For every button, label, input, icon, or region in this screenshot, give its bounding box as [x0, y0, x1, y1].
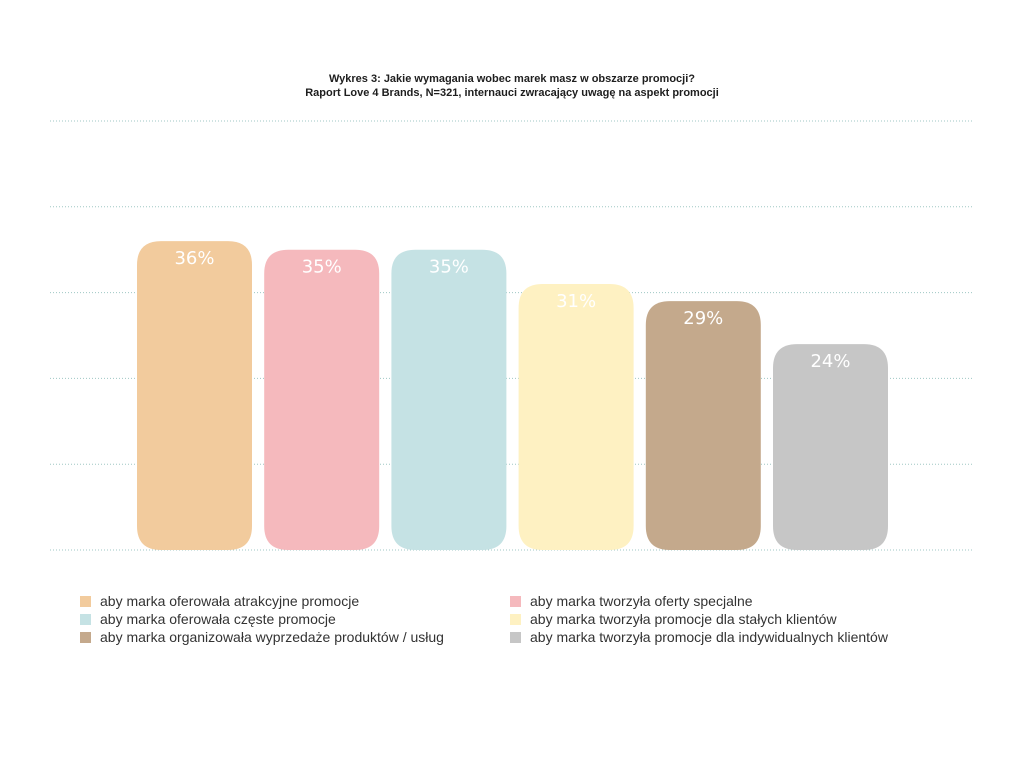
- bar-value-label: 36%: [174, 248, 214, 269]
- legend-item: aby marka oferowała atrakcyjne promocje: [80, 592, 510, 610]
- legend-item: aby marka tworzyła promocje dla stałych …: [510, 610, 950, 628]
- legend-swatch: [80, 613, 91, 625]
- legend-item: aby marka tworzyła promocje dla indywidu…: [510, 628, 950, 646]
- bar-value-label: 35%: [302, 257, 342, 278]
- legend-item: aby marka oferowała częste promocje: [80, 610, 510, 628]
- chart-subtitle-line: Raport Love 4 Brands, N=321, internauci …: [305, 87, 719, 99]
- bars: [137, 241, 888, 550]
- legend-label: aby marka organizowała wyprzedaże produk…: [100, 629, 444, 645]
- legend-label: aby marka oferowała atrakcyjne promocje: [100, 593, 360, 609]
- chart-title: Wykres 3: Jakie wymagania wobec marek ma…: [0, 72, 1024, 100]
- bar: [264, 249, 380, 550]
- chart-title-line: Wykres 3: Jakie wymagania wobec marek ma…: [328, 73, 695, 85]
- bar: [137, 241, 252, 550]
- data-labels: 36% 35% 35% 31% 29% 24%: [174, 248, 850, 372]
- legend-item: aby marka organizowała wyprzedaże produk…: [80, 628, 510, 646]
- bar-value-label: 24%: [810, 351, 850, 372]
- bar-value-label: 31%: [556, 291, 596, 312]
- legend-label: aby marka oferowała częste promocje: [100, 611, 336, 627]
- legend-label: aby marka tworzyła oferty specjalne: [530, 593, 753, 609]
- bar-value-label: 29%: [683, 308, 723, 329]
- legend: aby marka oferowała atrakcyjne promocje a…: [80, 592, 980, 646]
- legend-label: aby marka tworzyła promocje dla indywidu…: [530, 629, 888, 645]
- bar: [391, 249, 507, 550]
- legend-swatch: [510, 631, 521, 643]
- bar: [773, 344, 888, 550]
- legend-label: aby marka tworzyła promocje dla stałych …: [530, 611, 837, 627]
- bar-value-label: 35%: [429, 257, 469, 278]
- bar: [518, 284, 634, 550]
- legend-swatch: [80, 595, 91, 607]
- legend-swatch: [510, 613, 521, 625]
- legend-swatch: [510, 595, 521, 607]
- bar: [645, 301, 761, 550]
- legend-item: aby marka tworzyła oferty specjalne: [510, 592, 950, 610]
- legend-swatch: [80, 631, 91, 643]
